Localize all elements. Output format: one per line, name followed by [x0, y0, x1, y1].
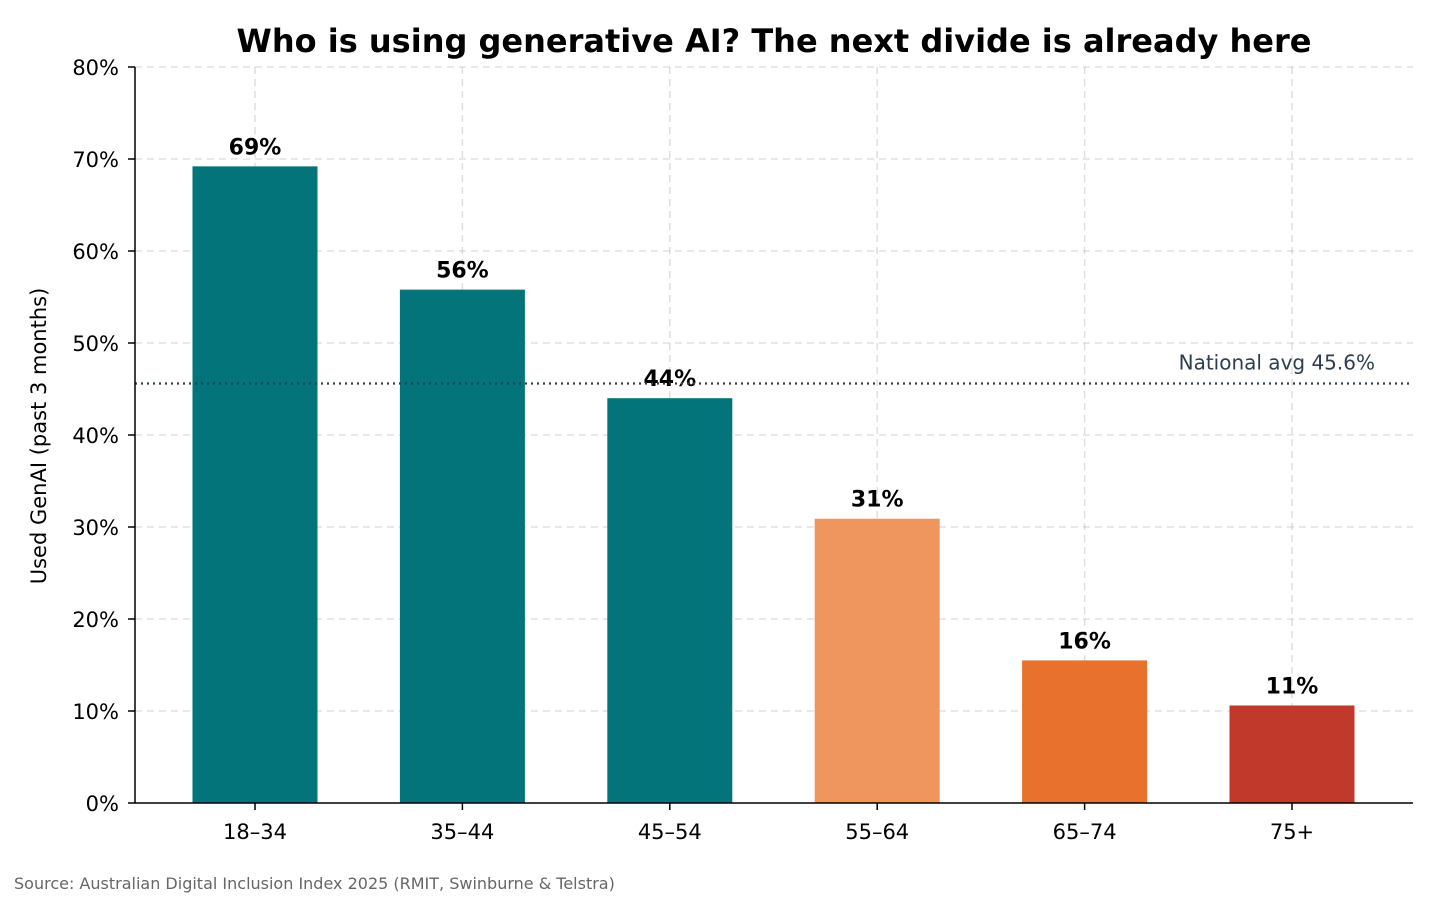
y-tick-label-4: 40%: [72, 424, 119, 448]
bar-3: [814, 518, 940, 803]
y-tick-label-7: 70%: [72, 148, 119, 172]
x-tick-label-5: 75+: [1270, 820, 1314, 844]
bar-0: [192, 166, 318, 804]
reference-line-label: National avg 45.6%: [1179, 350, 1375, 374]
reference-line-group: National avg 45.6%: [135, 350, 1413, 385]
x-tick-label-3: 55–64: [845, 820, 909, 844]
y-tick-label-6: 60%: [72, 240, 119, 264]
source-note: Source: Australian Digital Inclusion Ind…: [14, 874, 615, 893]
value-label-1: 56%: [436, 259, 489, 284]
bars-layer: 69% 56% 44% 31% 16% 11%: [192, 135, 1355, 804]
grid-layer: [135, 66, 1413, 803]
x-tick-label-2: 45–54: [638, 820, 702, 844]
bar-1: [399, 289, 525, 803]
x-tick-label-1: 35–44: [430, 820, 494, 844]
y-tick-label-0: 0%: [86, 792, 119, 816]
y-tick-label-1: 10%: [72, 700, 119, 724]
x-tick-label-4: 65–74: [1053, 820, 1117, 844]
y-axis-label: Used GenAI (past 3 months): [27, 288, 51, 585]
value-label-4: 16%: [1058, 629, 1111, 654]
bar-2: [607, 398, 733, 803]
bar-5: [1229, 705, 1355, 803]
value-label-0: 69%: [229, 135, 282, 160]
value-label-2: 44%: [643, 367, 696, 392]
bar-4: [1022, 660, 1148, 803]
y-tick-label-3: 30%: [72, 516, 119, 540]
value-label-3: 31%: [851, 488, 904, 513]
chart-title: Who is using generative AI? The next div…: [237, 22, 1312, 60]
value-label-5: 11%: [1266, 674, 1319, 699]
y-tick-label-8: 80%: [72, 56, 119, 80]
x-tick-label-0: 18–34: [223, 820, 287, 844]
y-tick-label-5: 50%: [72, 332, 119, 356]
y-tick-label-2: 20%: [72, 608, 119, 632]
axes-layer: 0% 10% 20% 30% 40% 50% 60% 70% 80% 18–34 35–44 45–5…: [72, 56, 1413, 844]
